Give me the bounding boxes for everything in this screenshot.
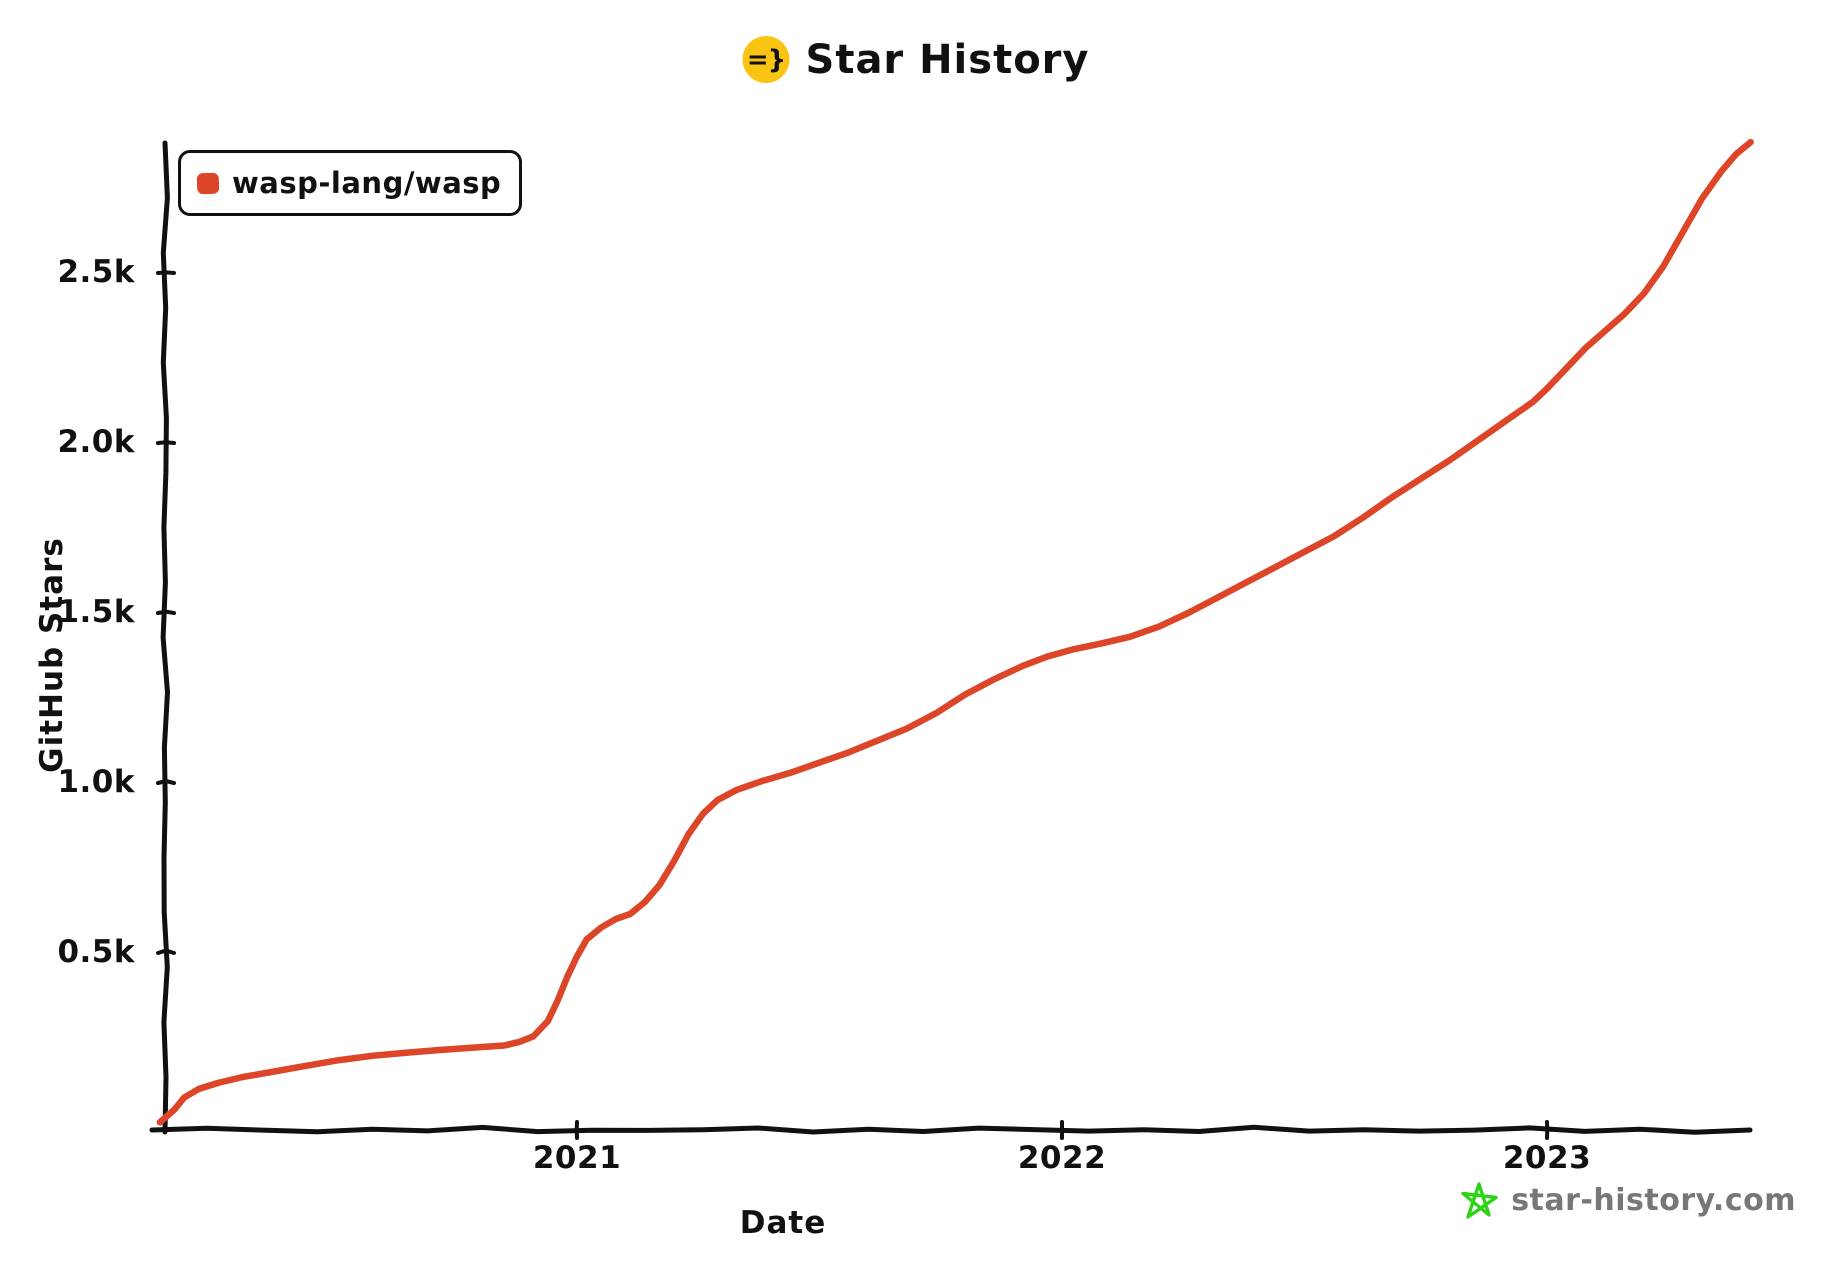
x-axis-line (149, 1124, 1753, 1135)
x-tick-label-2021: 2021 (532, 1140, 622, 1176)
wasp-logo-icon: =} (742, 36, 790, 83)
x-axis-title: Date (739, 1205, 827, 1241)
chart-header: =} Star History (742, 36, 1090, 83)
star-icon (1461, 1182, 1498, 1219)
wasp-logo-glyph: =} (746, 44, 786, 75)
y-tick-label-1000: 1.0k (57, 764, 135, 800)
x-tick-label-2022: 2022 (1017, 1140, 1107, 1176)
legend-label: wasp-lang/wasp (232, 166, 502, 200)
y-tick-label-2500: 2.5k (57, 254, 135, 290)
y-tick-mark-1500 (156, 609, 176, 615)
watermark-link[interactable]: star-history.com (1459, 1180, 1796, 1220)
y-axis-line (160, 140, 170, 1135)
x-tick-label-2023: 2023 (1502, 1140, 1592, 1176)
y-tick-label-2000: 2.0k (57, 424, 135, 460)
y-tick-label-500: 0.5k (57, 934, 135, 970)
series-line-wasp-lang-wasp (156, 138, 1754, 1126)
y-tick-mark-500 (156, 948, 176, 955)
page-title: Star History (805, 36, 1090, 83)
legend: wasp-lang/wasp (178, 150, 523, 216)
y-tick-mark-2000 (156, 440, 176, 445)
y-tick-mark-1000 (156, 778, 176, 785)
y-tick-label-1500: 1.5k (57, 594, 135, 630)
y-tick-mark-2500 (156, 270, 176, 275)
watermark-label: star-history.com (1511, 1182, 1796, 1218)
